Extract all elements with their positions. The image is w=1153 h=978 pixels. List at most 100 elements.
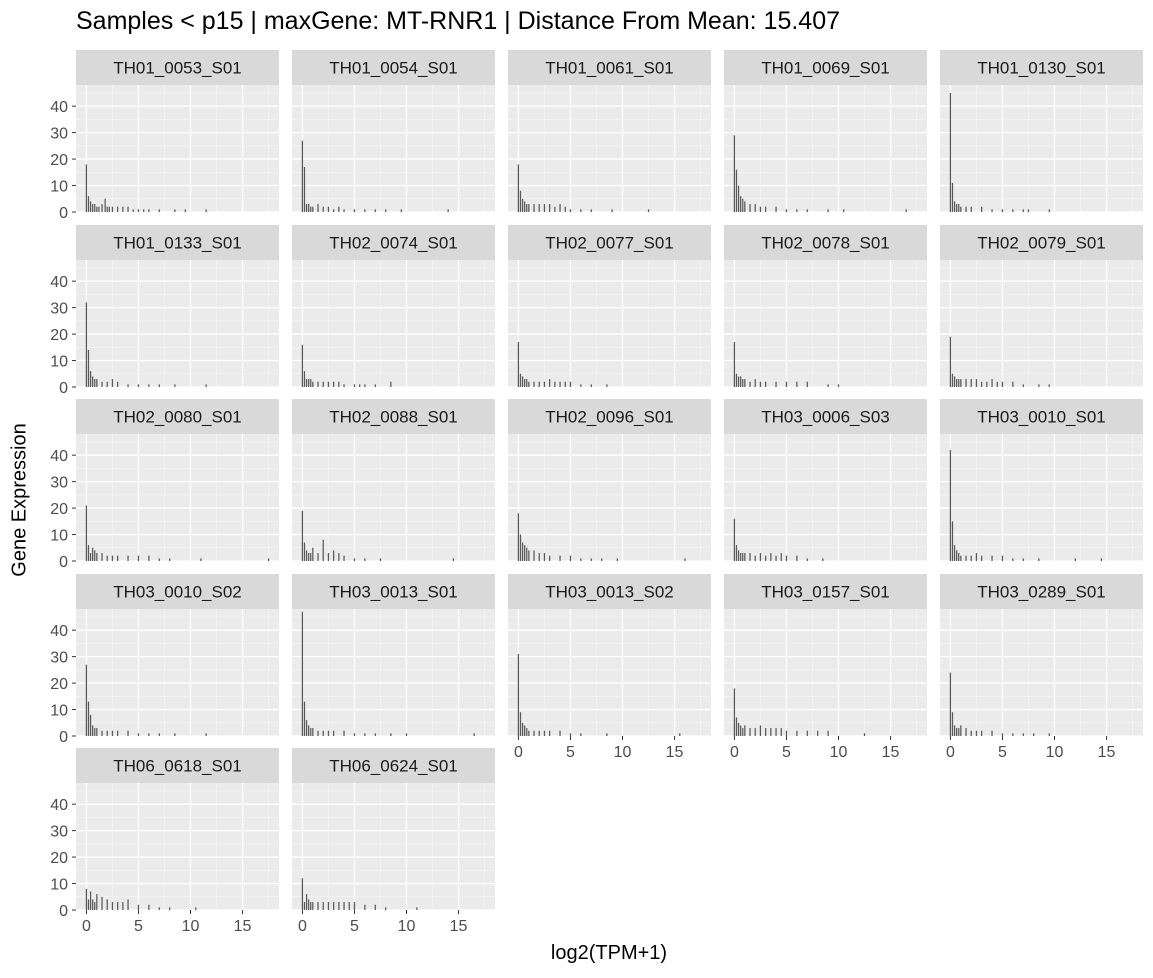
- bar: [92, 899, 94, 910]
- bar: [101, 553, 103, 561]
- y-tick-label: 0: [59, 380, 68, 397]
- facet-panel: TH03_0006_S03: [724, 399, 927, 562]
- bar: [205, 384, 207, 387]
- bar: [1038, 558, 1040, 561]
- facet-panel: TH01_0061_S01: [508, 50, 711, 213]
- bar: [310, 379, 312, 387]
- panel-background: [508, 434, 711, 561]
- facet-strip: [76, 225, 279, 260]
- y-tick-label: 20: [50, 850, 68, 867]
- bar: [744, 201, 746, 212]
- facet-strip: [292, 225, 495, 260]
- panel-background: [76, 609, 279, 736]
- bar: [111, 902, 114, 910]
- bar: [580, 209, 582, 212]
- bar: [965, 728, 967, 736]
- bar: [303, 701, 306, 736]
- y-tick-label: 40: [50, 797, 68, 814]
- bar: [754, 728, 756, 736]
- bar: [733, 518, 736, 561]
- bar: [521, 198, 524, 212]
- bar: [991, 730, 993, 736]
- bar: [148, 384, 150, 387]
- bar: [333, 902, 335, 910]
- bar: [92, 725, 94, 736]
- bar: [737, 550, 740, 561]
- panel-area: [76, 609, 279, 737]
- bar: [590, 209, 592, 212]
- bar: [519, 190, 522, 212]
- bar: [158, 558, 160, 561]
- facet-strip: [76, 50, 279, 85]
- bar: [538, 730, 540, 736]
- bar: [965, 206, 967, 212]
- bar: [970, 206, 972, 212]
- facet-label: TH03_0289_S01: [977, 583, 1106, 602]
- y-tick-label: 30: [50, 301, 68, 318]
- x-tick-label: 0: [298, 918, 307, 935]
- panel-background: [292, 260, 495, 387]
- bar: [310, 553, 312, 561]
- panel-background: [76, 85, 279, 212]
- bar: [137, 733, 140, 736]
- x-tick-label: 15: [666, 744, 684, 761]
- bar: [310, 902, 312, 910]
- bar: [958, 553, 960, 561]
- bar: [817, 730, 819, 736]
- bar: [528, 381, 530, 387]
- facet-panel: TH02_0096_S01: [508, 399, 711, 562]
- bar: [305, 204, 308, 212]
- bar: [310, 206, 312, 212]
- bar: [960, 206, 962, 212]
- bar: [87, 701, 90, 736]
- bar: [616, 558, 618, 561]
- bar: [759, 206, 762, 212]
- facet-strip: [292, 50, 495, 85]
- bar: [143, 209, 145, 212]
- facet-strip: [508, 225, 711, 260]
- bar: [416, 907, 418, 910]
- bar: [744, 725, 746, 736]
- bar: [965, 555, 967, 561]
- bar: [106, 206, 108, 212]
- bar: [991, 379, 993, 387]
- y-tick-label: 10: [50, 877, 68, 894]
- bar: [733, 135, 736, 212]
- bar: [1074, 558, 1076, 561]
- bar: [785, 730, 788, 736]
- panel-background: [940, 609, 1143, 736]
- bar: [554, 206, 556, 212]
- bar: [301, 344, 304, 387]
- bar: [765, 728, 767, 736]
- chart-title: Samples < p15 | maxGene: MT-RNR1 | Dista…: [76, 7, 841, 35]
- bar: [780, 728, 782, 736]
- bar: [317, 730, 319, 736]
- facet-strip: [940, 50, 1143, 85]
- facet-strip: [292, 748, 495, 783]
- bar: [740, 196, 742, 212]
- y-tick-label: 10: [50, 703, 68, 720]
- bar: [111, 730, 114, 736]
- bar: [89, 714, 92, 736]
- bar: [374, 384, 376, 387]
- bar: [1033, 733, 1035, 736]
- facet-panel: TH02_0078_S01: [724, 225, 927, 388]
- bar: [975, 553, 978, 561]
- panel-background: [508, 260, 711, 387]
- bar: [1038, 384, 1040, 387]
- bar: [353, 209, 356, 212]
- bar: [521, 376, 524, 387]
- facet-label: TH02_0078_S01: [761, 234, 890, 253]
- bar: [310, 728, 312, 736]
- bar: [89, 891, 92, 910]
- bar: [301, 878, 304, 910]
- bar: [108, 206, 110, 212]
- bar: [863, 733, 866, 736]
- bar: [559, 381, 561, 387]
- bar: [104, 198, 106, 212]
- bar: [364, 209, 366, 212]
- bar: [374, 733, 376, 736]
- x-tick-label: 10: [614, 744, 632, 761]
- bar: [526, 204, 528, 212]
- bar: [528, 550, 530, 561]
